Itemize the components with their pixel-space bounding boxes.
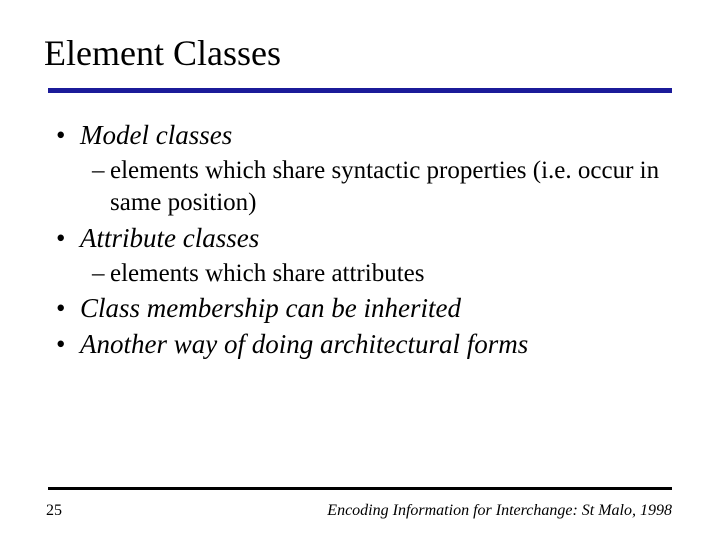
bullet-text: Attribute classes [80,222,259,256]
bullet-marker: • [56,222,80,256]
bullet-text: Model classes [80,119,232,153]
sub-bullet-item: – elements which share attributes [56,258,672,291]
footer-rule [48,487,672,490]
bullet-marker: • [56,292,80,326]
page-number: 25 [46,502,62,520]
sub-bullet-item: – elements which share syntactic propert… [56,155,672,220]
sub-bullet-text: elements which share attributes [110,258,424,291]
sub-bullet-marker: – [92,155,110,188]
bullet-item: • Attribute classes [56,222,672,256]
bullet-item: • Model classes [56,119,672,153]
sub-bullet-marker: – [92,258,110,291]
bullet-text: Class membership can be inherited [80,292,461,326]
bullet-item: • Class membership can be inherited [56,292,672,326]
bullet-marker: • [56,328,80,362]
slide-content: • Model classes – elements which share s… [48,119,672,362]
slide: Element Classes • Model classes – elemen… [0,0,720,540]
title-rule [48,88,672,93]
slide-title: Element Classes [44,32,672,74]
bullet-text: Another way of doing architectural forms [80,328,528,362]
bullet-item: • Another way of doing architectural for… [56,328,672,362]
bullet-marker: • [56,119,80,153]
footer-text: Encoding Information for Interchange: St… [327,502,672,520]
sub-bullet-text: elements which share syntactic propertie… [110,155,672,220]
